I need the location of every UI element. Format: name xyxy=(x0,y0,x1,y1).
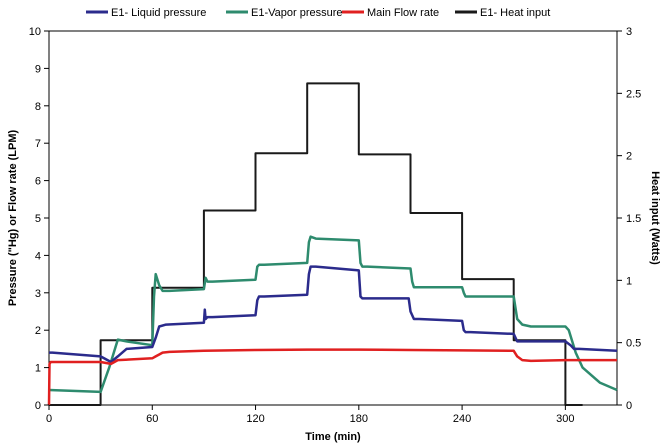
x-tick-label: 0 xyxy=(46,413,52,425)
y2-tick-label: 2 xyxy=(626,151,632,163)
y-tick-label: 6 xyxy=(35,176,41,188)
y-tick-label: 10 xyxy=(29,26,41,38)
x-tick-label: 180 xyxy=(350,413,368,425)
y2-tick-label: 2.5 xyxy=(626,88,641,100)
legend-label: E1- Heat input xyxy=(480,7,550,19)
y-tick-label: 5 xyxy=(35,213,41,225)
series-line-4 xyxy=(49,82,583,406)
series-layer xyxy=(47,82,618,406)
y-axis-left: 0 1 2 3 4 5 6 7 8 9 10 xyxy=(29,26,49,412)
y-tick-label: 3 xyxy=(35,288,41,300)
series-line-2 xyxy=(48,235,618,394)
y-tick-label: 0 xyxy=(35,400,41,412)
y2-tick-label: 3 xyxy=(626,26,632,38)
y2-tick-label: 1 xyxy=(626,275,632,287)
series-line-3 xyxy=(47,348,617,406)
legend-label: E1- Liquid pressure xyxy=(111,7,206,19)
x-tick-label: 240 xyxy=(453,413,471,425)
x-tick-label: 300 xyxy=(556,413,574,425)
y-tick-label: 7 xyxy=(35,138,41,150)
y-tick-label: 2 xyxy=(35,325,41,337)
y2-tick-label: 1.5 xyxy=(626,213,641,225)
legend: E1- Liquid pressure E1-Vapor pressure Main… xyxy=(86,7,550,19)
y-tick-label: 4 xyxy=(35,250,41,262)
x-axis-title: Time (min) xyxy=(305,431,361,443)
y2-tick-label: 0 xyxy=(626,400,632,412)
y-tick-label: 8 xyxy=(35,101,41,113)
legend-label: E1-Vapor pressure xyxy=(251,7,343,19)
y2-axis-title: Heat input (Watts) xyxy=(649,171,661,265)
y-tick-label: 9 xyxy=(35,63,41,75)
y-axis-right: 0 0.5 1 1.5 2 2.5 3 xyxy=(617,26,641,412)
x-axis: 0 60 120 180 240 300 xyxy=(46,405,575,425)
series-line-1 xyxy=(49,265,618,364)
x-tick-label: 120 xyxy=(246,413,264,425)
legend-label: Main Flow rate xyxy=(367,7,439,19)
y-axis-title: Pressure ("Hg) or Flow rate (LPM) xyxy=(7,129,19,306)
y2-tick-label: 0.5 xyxy=(626,338,641,350)
y-tick-label: 1 xyxy=(35,363,41,375)
x-tick-label: 60 xyxy=(146,413,158,425)
